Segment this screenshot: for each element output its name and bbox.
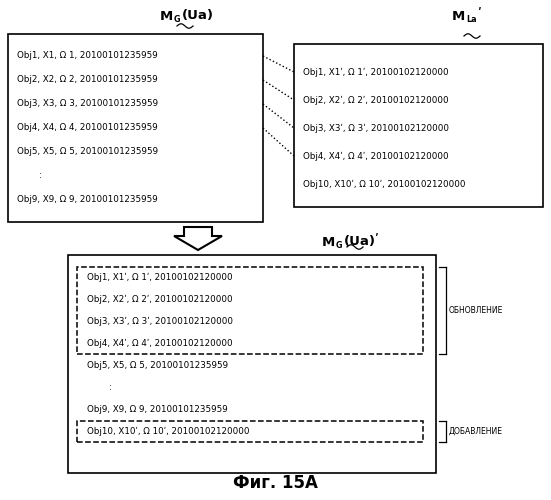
Text: Obj2, X2, Ω 2, 20100101235959: Obj2, X2, Ω 2, 20100101235959 xyxy=(17,76,158,84)
Text: Obj10, X10ʹ, Ω 10ʹ, 20100102120000: Obj10, X10ʹ, Ω 10ʹ, 20100102120000 xyxy=(303,180,466,188)
Text: Obj1, X1, Ω 1, 20100101235959: Obj1, X1, Ω 1, 20100101235959 xyxy=(17,52,158,60)
Text: M: M xyxy=(160,10,173,22)
Text: Obj4, X4, Ω 4, 20100101235959: Obj4, X4, Ω 4, 20100101235959 xyxy=(17,124,158,132)
Text: :: : xyxy=(17,172,42,180)
Text: Obj1, X1ʹ, Ω 1ʹ, 20100102120000: Obj1, X1ʹ, Ω 1ʹ, 20100102120000 xyxy=(87,272,233,281)
Text: G: G xyxy=(336,240,343,250)
Text: Obj3, X3, Ω 3, 20100101235959: Obj3, X3, Ω 3, 20100101235959 xyxy=(17,100,158,108)
Bar xyxy=(68,255,436,473)
Text: Obj1, X1ʹ, Ω 1ʹ, 20100102120000: Obj1, X1ʹ, Ω 1ʹ, 20100102120000 xyxy=(303,68,449,76)
Text: Obj10, X10ʹ, Ω 10ʹ, 20100102120000: Obj10, X10ʹ, Ω 10ʹ, 20100102120000 xyxy=(87,426,250,436)
Text: Obj2, X2ʹ, Ω 2ʹ, 20100102120000: Obj2, X2ʹ, Ω 2ʹ, 20100102120000 xyxy=(87,294,233,304)
Text: Фиг. 15A: Фиг. 15A xyxy=(233,474,317,492)
Text: ОБНОВЛЕНИЕ: ОБНОВЛЕНИЕ xyxy=(449,306,504,315)
Text: Obj5, X5, Ω 5, 20100101235959: Obj5, X5, Ω 5, 20100101235959 xyxy=(17,148,158,156)
Text: ДОБАВЛЕНИЕ: ДОБАВЛЕНИЕ xyxy=(449,427,503,436)
Bar xyxy=(77,267,423,354)
Bar xyxy=(8,34,263,222)
Polygon shape xyxy=(174,227,222,250)
Text: Obj3, X3ʹ, Ω 3ʹ, 20100102120000: Obj3, X3ʹ, Ω 3ʹ, 20100102120000 xyxy=(303,124,449,132)
Text: (Ua): (Ua) xyxy=(182,10,214,22)
Text: ʹ: ʹ xyxy=(478,8,482,20)
Text: G: G xyxy=(174,14,181,24)
Text: :: : xyxy=(87,382,112,392)
Text: Obj9, X9, Ω 9, 20100101235959: Obj9, X9, Ω 9, 20100101235959 xyxy=(87,404,228,413)
Text: Obj2, X2ʹ, Ω 2ʹ, 20100102120000: Obj2, X2ʹ, Ω 2ʹ, 20100102120000 xyxy=(303,96,449,104)
Text: Obj4, X4ʹ, Ω 4ʹ, 20100102120000: Obj4, X4ʹ, Ω 4ʹ, 20100102120000 xyxy=(87,338,233,347)
Text: La: La xyxy=(466,14,477,24)
Text: (Ua): (Ua) xyxy=(344,236,376,248)
Text: Obj9, X9, Ω 9, 20100101235959: Obj9, X9, Ω 9, 20100101235959 xyxy=(17,196,158,204)
Bar xyxy=(294,44,543,207)
Text: M: M xyxy=(452,10,465,22)
Text: Obj5, X5, Ω 5, 20100101235959: Obj5, X5, Ω 5, 20100101235959 xyxy=(87,360,228,370)
Text: Obj3, X3ʹ, Ω 3ʹ, 20100102120000: Obj3, X3ʹ, Ω 3ʹ, 20100102120000 xyxy=(87,316,233,326)
Text: ʹ: ʹ xyxy=(375,232,379,245)
Text: M: M xyxy=(322,236,335,248)
Bar xyxy=(77,421,423,442)
Text: Obj4, X4ʹ, Ω 4ʹ, 20100102120000: Obj4, X4ʹ, Ω 4ʹ, 20100102120000 xyxy=(303,152,449,160)
